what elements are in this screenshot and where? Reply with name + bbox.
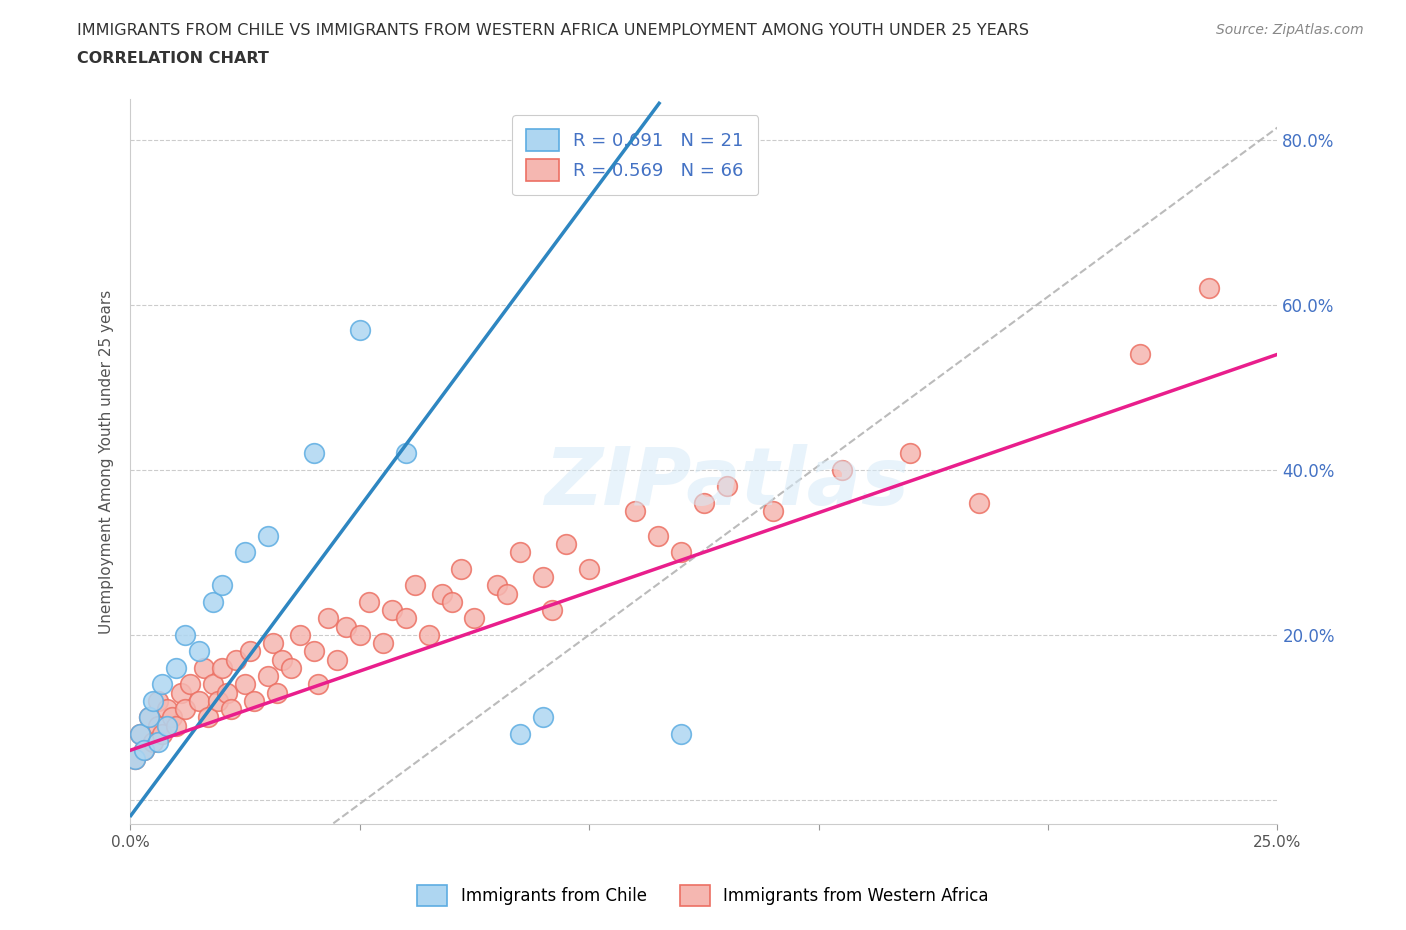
Point xyxy=(669,545,692,560)
Point xyxy=(266,685,288,700)
Point xyxy=(531,569,554,584)
Point xyxy=(193,660,215,675)
Point xyxy=(219,701,242,716)
Point xyxy=(207,694,229,709)
Point xyxy=(201,594,224,609)
Point xyxy=(215,685,238,700)
Point xyxy=(967,496,990,511)
Point xyxy=(440,594,463,609)
Point xyxy=(152,726,174,741)
Legend: R = 0.691   N = 21, R = 0.569   N = 66: R = 0.691 N = 21, R = 0.569 N = 66 xyxy=(512,115,758,195)
Point xyxy=(509,545,531,560)
Point xyxy=(335,619,357,634)
Point xyxy=(531,710,554,724)
Point xyxy=(243,694,266,709)
Point xyxy=(578,562,600,577)
Point xyxy=(1198,281,1220,296)
Point xyxy=(349,628,371,643)
Point xyxy=(762,504,785,519)
Point xyxy=(394,611,416,626)
Point xyxy=(432,586,454,601)
Text: IMMIGRANTS FROM CHILE VS IMMIGRANTS FROM WESTERN AFRICA UNEMPLOYMENT AMONG YOUTH: IMMIGRANTS FROM CHILE VS IMMIGRANTS FROM… xyxy=(77,23,1029,38)
Point xyxy=(669,726,692,741)
Point xyxy=(450,562,472,577)
Point xyxy=(201,677,224,692)
Point xyxy=(132,743,155,758)
Point xyxy=(128,726,150,741)
Point xyxy=(233,545,256,560)
Point xyxy=(188,694,211,709)
Point xyxy=(307,677,329,692)
Point xyxy=(174,628,197,643)
Point xyxy=(302,445,325,460)
Point xyxy=(509,726,531,741)
Point xyxy=(257,528,280,543)
Point xyxy=(138,710,160,724)
Point xyxy=(495,586,517,601)
Text: Source: ZipAtlas.com: Source: ZipAtlas.com xyxy=(1216,23,1364,37)
Text: CORRELATION CHART: CORRELATION CHART xyxy=(77,51,269,66)
Point xyxy=(146,694,169,709)
Point xyxy=(156,701,179,716)
Point xyxy=(624,504,647,519)
Point xyxy=(693,496,716,511)
Point xyxy=(142,735,165,750)
Point xyxy=(146,735,169,750)
Point xyxy=(211,578,233,592)
Point xyxy=(486,578,509,592)
Point xyxy=(142,694,165,709)
Point xyxy=(280,660,302,675)
Point xyxy=(211,660,233,675)
Point xyxy=(165,718,187,733)
Point xyxy=(146,718,169,733)
Point xyxy=(1129,347,1152,362)
Point xyxy=(394,445,416,460)
Point xyxy=(160,710,183,724)
Point xyxy=(270,652,292,667)
Point xyxy=(128,726,150,741)
Point xyxy=(233,677,256,692)
Point xyxy=(463,611,485,626)
Point xyxy=(647,528,669,543)
Point xyxy=(831,462,853,477)
Point xyxy=(152,677,174,692)
Point xyxy=(316,611,339,626)
Point xyxy=(716,479,738,494)
Point xyxy=(326,652,349,667)
Point xyxy=(302,644,325,658)
Point xyxy=(132,743,155,758)
Point xyxy=(170,685,193,700)
Point xyxy=(165,660,187,675)
Point xyxy=(898,445,921,460)
Point xyxy=(156,718,179,733)
Point xyxy=(357,594,380,609)
Point xyxy=(179,677,201,692)
Point xyxy=(404,578,426,592)
Point xyxy=(541,603,564,618)
Point xyxy=(188,644,211,658)
Point xyxy=(262,635,284,650)
Y-axis label: Unemployment Among Youth under 25 years: Unemployment Among Youth under 25 years xyxy=(100,289,114,633)
Point xyxy=(124,751,146,766)
Point xyxy=(288,628,311,643)
Legend: Immigrants from Chile, Immigrants from Western Africa: Immigrants from Chile, Immigrants from W… xyxy=(411,879,995,912)
Point xyxy=(225,652,247,667)
Text: ZIPatlas: ZIPatlas xyxy=(544,445,910,523)
Point xyxy=(257,669,280,684)
Point xyxy=(174,701,197,716)
Point xyxy=(138,710,160,724)
Point xyxy=(349,322,371,337)
Point xyxy=(197,710,219,724)
Point xyxy=(124,751,146,766)
Point xyxy=(381,603,404,618)
Point xyxy=(371,635,394,650)
Point xyxy=(418,628,440,643)
Point xyxy=(239,644,262,658)
Point xyxy=(555,537,578,551)
